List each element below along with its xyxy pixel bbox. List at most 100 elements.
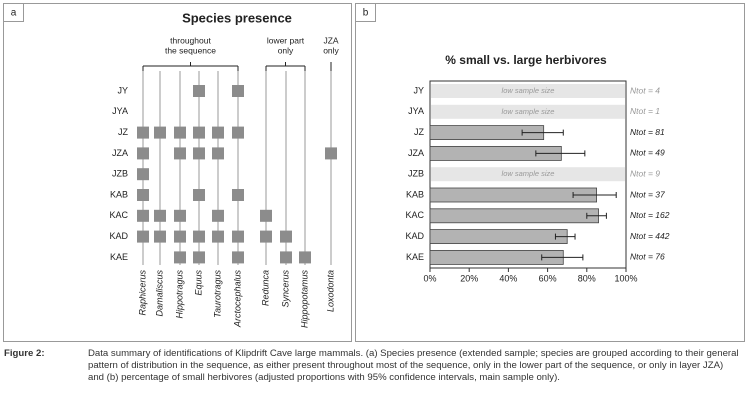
error-bar [521, 129, 564, 136]
presence-mark [137, 147, 149, 160]
caption-text: Data summary of identifications of Klipd… [88, 348, 739, 383]
row-label: JYA [408, 106, 424, 116]
x-tick-label: 60% [539, 273, 557, 283]
presence-mark [232, 189, 244, 201]
species-label: Damaliscus [154, 270, 164, 317]
presence-mark [174, 230, 186, 243]
n-label: Ntot = 162 [630, 210, 670, 220]
presence-mark [212, 126, 224, 139]
caption-label: Figure 2: [4, 348, 45, 359]
error-bar [586, 212, 607, 219]
x-tick-label: 40% [499, 273, 517, 283]
row-label: KAD [405, 231, 424, 241]
row-label: JZ [414, 127, 425, 137]
x-tick-label: 100% [614, 273, 637, 283]
panel-letter: a [11, 8, 17, 19]
plot-frame [429, 80, 627, 269]
species-label: Redunca [260, 270, 270, 306]
row-label: KAB [110, 189, 128, 199]
species-label: Loxodonta [325, 270, 335, 312]
species-label: Equus [193, 270, 203, 296]
group-label: only [278, 45, 294, 55]
note: low sample size [502, 107, 555, 116]
row-label: JZA [408, 148, 424, 158]
row-label: JY [117, 85, 128, 95]
row-label: KAD [109, 231, 128, 241]
group-label: throughout [170, 35, 211, 45]
row-label: JY [413, 85, 424, 95]
group-label: lower part [267, 35, 305, 45]
presence-mark [137, 168, 149, 181]
species-label: Arctocephalus [232, 270, 242, 329]
group-label: only [323, 45, 339, 55]
n-label: Ntot = 49 [630, 148, 665, 158]
panel-frame [3, 3, 352, 342]
presence-mark [299, 251, 311, 264]
n-label: Ntot = 9 [630, 168, 660, 178]
presence-mark [137, 230, 149, 243]
presence-mark [174, 209, 186, 222]
error-bar [572, 192, 617, 198]
low-sample-band [431, 104, 625, 119]
n-label: Ntot = 1 [630, 106, 660, 116]
low-sample-band [431, 84, 625, 98]
panel-frame [355, 3, 745, 342]
error-bar [535, 150, 586, 157]
row-label: JZ [118, 127, 129, 137]
species-label: Hippopotamus [299, 270, 309, 329]
bar [429, 208, 599, 224]
presence-mark [193, 189, 205, 201]
presence-mark [232, 230, 244, 243]
note: low sample size [502, 86, 555, 95]
species-label: Raphicerus [137, 270, 147, 316]
bar [429, 229, 568, 245]
row-label: JZA [112, 148, 128, 158]
chart-title: % small vs. large herbivores [445, 53, 607, 67]
row-label: JZB [112, 169, 128, 179]
panel-letter-box [355, 3, 376, 22]
x-tick-label: 80% [578, 273, 596, 283]
figure: a b Species presence % small vs. large h… [3, 3, 745, 342]
presence-mark [154, 230, 166, 243]
panel-letter: b [363, 8, 369, 19]
species-label: Syncerus [280, 270, 290, 308]
presence-mark [260, 209, 272, 222]
presence-mark [260, 230, 272, 243]
note: low sample size [502, 169, 555, 178]
n-label: Ntot = 81 [630, 127, 665, 137]
presence-mark [154, 209, 166, 222]
row-label: KAE [110, 252, 128, 262]
presence-mark [174, 147, 186, 160]
presence-mark [137, 209, 149, 222]
presence-mark [193, 126, 205, 139]
presence-mark [280, 230, 292, 243]
row-label: KAC [109, 210, 128, 220]
species-label: Taurotragus [212, 270, 222, 318]
chart-title: Species presence [182, 10, 292, 25]
error-bar [554, 233, 576, 240]
presence-mark [193, 147, 205, 160]
x-tick-label: 0% [423, 273, 436, 283]
presence-mark [232, 85, 244, 97]
presence-mark [193, 251, 205, 264]
presence-mark [137, 189, 149, 201]
presence-mark [232, 126, 244, 139]
n-label: Ntot = 76 [630, 252, 665, 262]
presence-mark [174, 251, 186, 264]
presence-mark [154, 126, 166, 139]
presence-mark [193, 230, 205, 243]
species-label: Hippotragus [174, 270, 184, 319]
group-label: the sequence [165, 45, 216, 55]
bar [429, 187, 598, 203]
x-tick-label: 20% [460, 273, 478, 283]
presence-mark [193, 85, 205, 97]
presence-mark [212, 209, 224, 222]
row-label: KAE [406, 252, 424, 262]
presence-mark [212, 230, 224, 243]
n-label: Ntot = 4 [630, 85, 660, 95]
presence-mark [174, 126, 186, 139]
presence-mark [280, 251, 292, 264]
panel-letter-box [3, 3, 24, 22]
presence-mark [137, 126, 149, 139]
